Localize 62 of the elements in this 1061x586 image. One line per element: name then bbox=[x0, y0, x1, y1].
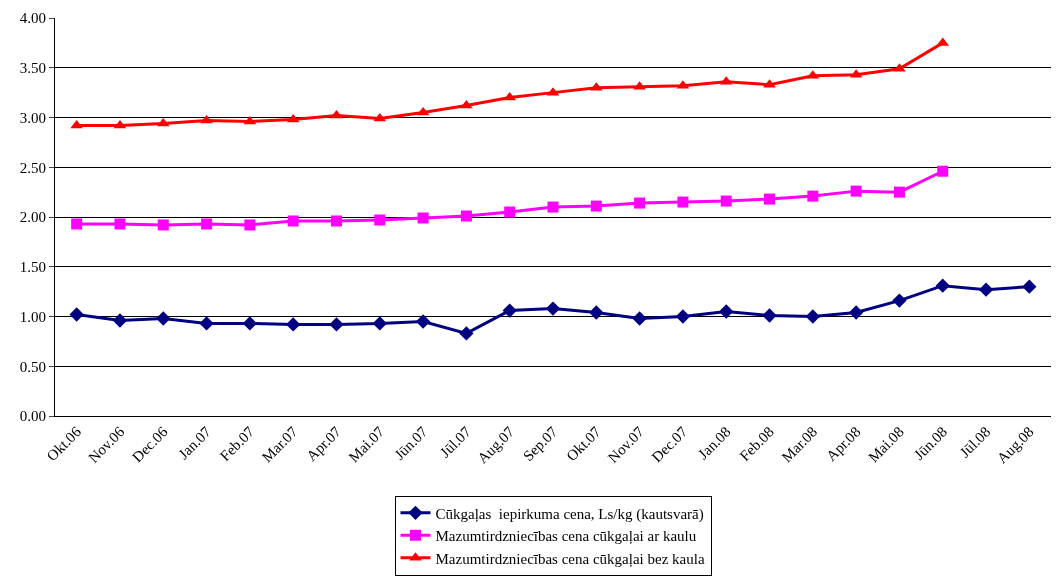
point bbox=[286, 317, 301, 332]
point bbox=[590, 200, 602, 212]
point bbox=[417, 212, 429, 224]
point bbox=[372, 316, 387, 331]
point bbox=[112, 313, 128, 328]
point bbox=[242, 316, 258, 331]
point bbox=[504, 206, 516, 218]
point bbox=[545, 301, 561, 316]
point bbox=[632, 311, 647, 326]
y-tick-label: 0.00 bbox=[19, 408, 46, 425]
point bbox=[69, 307, 84, 322]
point bbox=[848, 305, 864, 320]
y-tick-label: 2.50 bbox=[19, 159, 46, 176]
point bbox=[329, 317, 344, 332]
y-tick-label: 3.00 bbox=[19, 109, 46, 126]
point bbox=[978, 282, 994, 297]
point bbox=[805, 309, 820, 324]
point bbox=[287, 215, 299, 227]
point bbox=[589, 305, 604, 320]
legend-label: Mazumtirdzniecības cena cūkgaļai bez kaula bbox=[435, 550, 705, 568]
point bbox=[71, 218, 83, 230]
point bbox=[70, 119, 83, 129]
point bbox=[330, 215, 342, 227]
point bbox=[1022, 279, 1037, 294]
y-tick-label: 1.00 bbox=[19, 308, 46, 325]
point bbox=[764, 193, 776, 205]
point bbox=[892, 293, 907, 308]
point bbox=[157, 219, 169, 231]
point bbox=[935, 278, 950, 293]
point bbox=[850, 185, 862, 197]
point bbox=[677, 196, 689, 208]
y-tick-label: 2.00 bbox=[19, 209, 46, 226]
point bbox=[547, 201, 559, 213]
point bbox=[675, 309, 691, 324]
point bbox=[762, 308, 777, 323]
point bbox=[201, 218, 213, 230]
point bbox=[113, 119, 127, 129]
y-tick-label: 1.50 bbox=[19, 259, 46, 275]
point bbox=[937, 165, 949, 177]
point bbox=[244, 219, 256, 231]
point bbox=[893, 186, 905, 198]
point bbox=[374, 214, 386, 226]
point bbox=[502, 303, 517, 318]
point bbox=[114, 218, 126, 230]
point bbox=[243, 115, 257, 125]
y-tick-label: 0.50 bbox=[19, 358, 46, 375]
point bbox=[459, 326, 474, 341]
point bbox=[415, 314, 431, 329]
point bbox=[719, 304, 734, 319]
point bbox=[156, 117, 170, 127]
point bbox=[200, 114, 213, 124]
y-tick-label: 3.50 bbox=[19, 60, 46, 76]
point bbox=[807, 190, 819, 202]
legend-label: Cūkgaļas iepirkuma cena, Ls/kg (kautsvarā) bbox=[435, 505, 704, 523]
point bbox=[199, 316, 214, 331]
point bbox=[286, 113, 300, 123]
y-tick-label: 4.00 bbox=[19, 10, 46, 27]
point bbox=[720, 195, 732, 207]
point bbox=[634, 197, 646, 209]
point bbox=[460, 210, 472, 222]
point bbox=[156, 311, 171, 326]
legend-label: Mazumtirdzniecības cena cūkgaļai ar kaulu bbox=[435, 528, 697, 546]
